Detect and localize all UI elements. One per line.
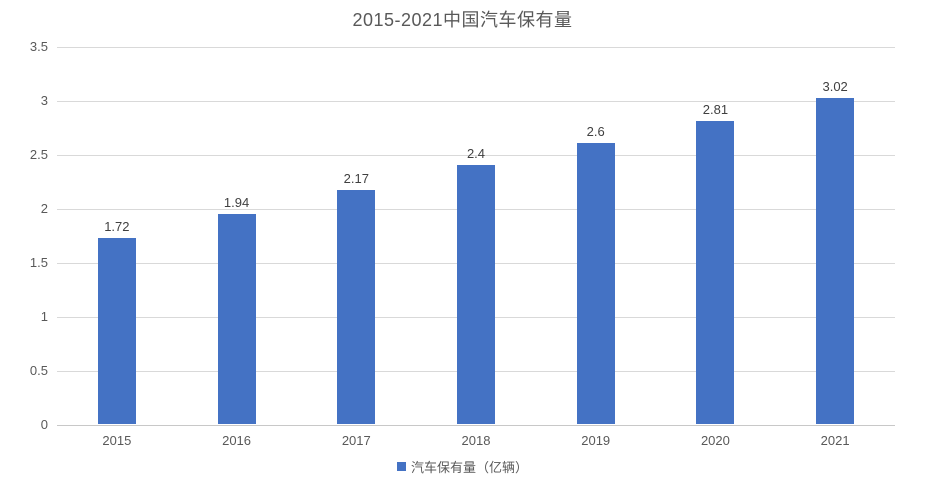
bar-value-label: 2.17	[343, 171, 369, 186]
y-tick-label: 1.5	[29, 255, 48, 270]
y-gridline	[57, 101, 895, 102]
y-tick-label: 1	[40, 309, 48, 324]
x-tick-label-2021: 2021	[820, 433, 850, 448]
chart-title: 2015-2021中国汽车保有量	[352, 10, 573, 30]
bar-value-label: 1.94	[223, 195, 250, 210]
y-tick-label: 3	[40, 93, 48, 108]
x-tick-label-2015: 2015	[102, 433, 132, 448]
y-tick-label: 0.5	[29, 363, 48, 378]
bar-2017	[337, 190, 376, 424]
legend-swatch-icon	[396, 462, 406, 471]
x-axis-line	[57, 425, 895, 426]
y-tick-label: 3.5	[29, 39, 48, 54]
x-tick-label-2020: 2020	[700, 433, 730, 448]
bar-2015	[97, 238, 136, 424]
y-tick-label: 2	[40, 201, 48, 216]
bar-value-label: 2.81	[702, 102, 729, 117]
legend-label: 汽车保有量（亿辆）	[410, 460, 528, 475]
bar-2021	[816, 98, 855, 424]
bar-2016	[217, 214, 256, 424]
bar-value-label: 1.72	[104, 219, 130, 234]
y-tick-label: 2.5	[29, 147, 48, 162]
y-tick-label: 0	[40, 417, 48, 432]
plot-area: 1.72 1.94 2.17 2.4 2.6 2.81 3.02	[57, 47, 895, 426]
x-tick-label-2019: 2019	[581, 433, 611, 448]
legend: 汽车保有量（亿辆）	[0, 457, 925, 476]
bar-value-label: 2.6	[586, 124, 605, 139]
x-tick-label-2016: 2016	[222, 433, 252, 448]
bar-value-label: 2.4	[466, 146, 486, 161]
x-tick-label-2018: 2018	[461, 433, 491, 448]
bar-2020	[696, 121, 735, 424]
y-gridline	[57, 155, 895, 156]
bar-2019	[576, 143, 615, 424]
x-tick-label-2017: 2017	[341, 433, 371, 448]
bar-value-label: 3.02	[822, 79, 848, 94]
bar-2018	[457, 165, 495, 424]
y-gridline	[57, 47, 895, 48]
